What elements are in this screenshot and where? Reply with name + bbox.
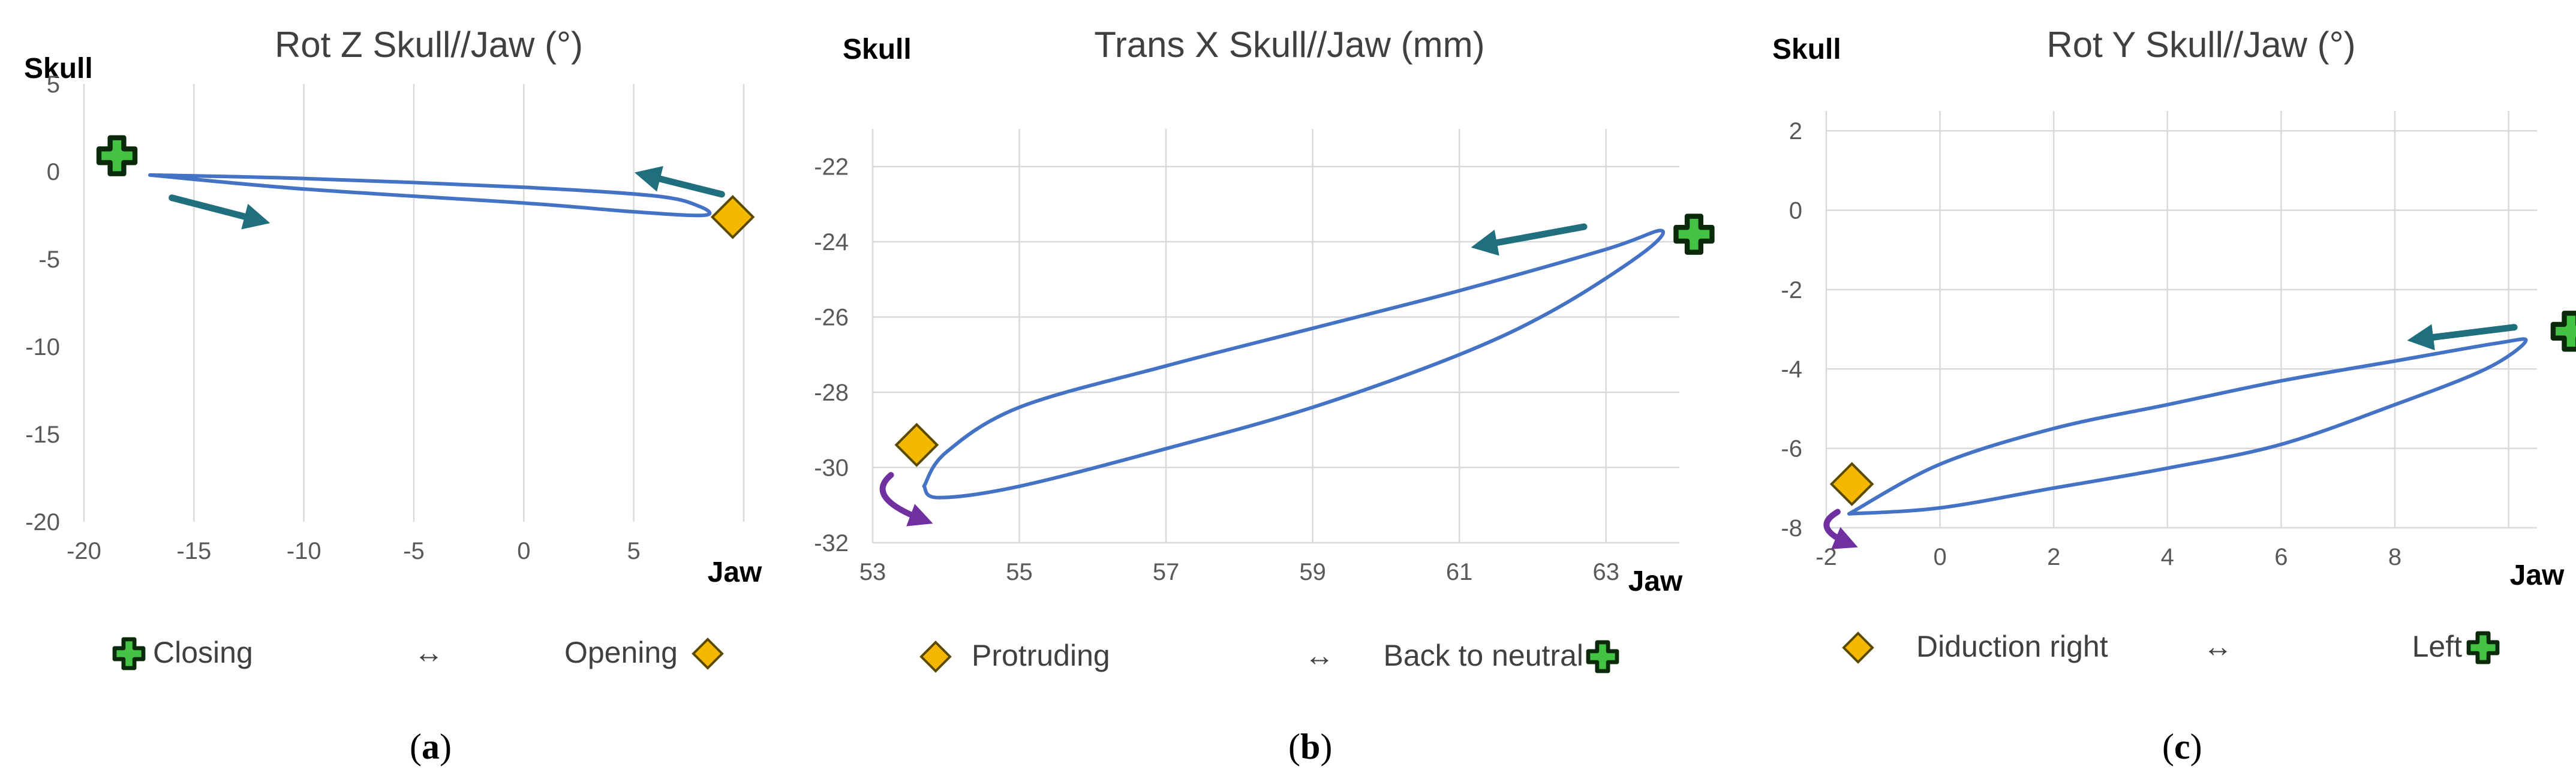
x-tick-label: -10	[287, 538, 321, 564]
gridlines	[871, 129, 1679, 544]
x-tick-label: 53	[859, 559, 886, 585]
legend-label-right: Left	[2412, 630, 2463, 663]
x-tick-label: 63	[1592, 559, 1619, 585]
legend-marker-left	[919, 640, 952, 673]
direction-arrow	[169, 194, 270, 230]
y-tick-label: 0	[1789, 197, 1802, 224]
y-axis-label: Skull	[1772, 34, 1841, 65]
legend-marker-right	[2466, 631, 2500, 664]
legend-arrow-symbol: ↔	[1304, 639, 1334, 672]
opening-diamond-marker	[894, 423, 939, 467]
x-tick-label: 61	[1446, 559, 1473, 585]
closing-cross-marker	[96, 135, 138, 176]
x-tick-label: -20	[67, 538, 101, 564]
chart-title: Trans X Skull//Jaw (mm)	[1094, 25, 1484, 65]
curved-direction-arrow	[879, 472, 933, 527]
direction-arrow	[634, 166, 725, 198]
data-curve-0	[922, 228, 1666, 500]
y-tick-label: -28	[814, 380, 849, 406]
x-tick-label: 0	[1933, 544, 1946, 570]
y-axis-label: Skull	[843, 34, 912, 65]
gridlines	[83, 84, 745, 522]
y-tick-label: -6	[1781, 436, 1802, 462]
y-tick-label: -32	[814, 530, 849, 557]
chart-title: Rot Z Skull//Jaw (°)	[275, 25, 583, 65]
x-tick-label: 59	[1299, 559, 1326, 585]
chart-title: Rot Y Skull//Jaw (°)	[2046, 25, 2355, 65]
chart-panel-b: Trans X Skull//Jaw (mm) Skull Jaw 53 55 57 59 6…	[814, 25, 1715, 766]
closing-cross-marker	[2550, 311, 2576, 352]
legend-label-right: Back to neutral	[1383, 639, 1583, 672]
x-axis-label: Jaw	[708, 557, 762, 588]
legend-marker-left	[1842, 631, 1874, 664]
opening-diamond-marker	[1829, 462, 1874, 507]
legend-arrow-symbol: ↔	[414, 636, 444, 669]
y-tick-label: -30	[814, 455, 849, 482]
x-tick-label: 5	[627, 538, 641, 564]
x-tick-label: 4	[2161, 544, 2174, 570]
direction-arrow	[1471, 223, 1588, 256]
chart-panel-a: Rot Z Skull//Jaw (°) Skull Jaw -20 -15 -10 -5 0…	[24, 25, 762, 766]
data-curve-0	[1847, 337, 2528, 516]
legend-label-left: Protruding	[972, 639, 1110, 672]
y-tick-label: -4	[1781, 356, 1802, 383]
y-tick-label: -2	[1781, 277, 1802, 303]
x-axis-label: Jaw	[2510, 560, 2565, 591]
legend: Closing ↔ Opening	[112, 636, 724, 670]
legend: Diduction right ↔ Left	[1842, 630, 2500, 664]
y-tick-label: -26	[814, 305, 849, 331]
y-tick-label: 2	[1789, 118, 1802, 145]
y-axis-label: Skull	[24, 53, 93, 85]
x-tick-label: -15	[176, 538, 211, 564]
legend-arrow-symbol: ↔	[2203, 630, 2233, 663]
curved-direction-arrow	[1823, 509, 1858, 549]
x-axis-label: Jaw	[1628, 566, 1683, 597]
gridlines	[1825, 111, 2537, 529]
y-tick-label: 5	[47, 71, 60, 98]
y-tick-label: -20	[25, 509, 60, 536]
legend-marker-left	[112, 637, 146, 670]
x-tick-label: 0	[517, 538, 530, 564]
data-curve-0	[148, 173, 712, 218]
legend: Protruding ↔ Back to neutral	[919, 639, 1619, 673]
y-tick-label: -10	[25, 334, 60, 360]
x-tick-label: 55	[1006, 559, 1033, 585]
panel-label: (b)	[1288, 727, 1332, 766]
x-tick-label: 6	[2274, 544, 2288, 570]
y-tick-label: -5	[38, 246, 60, 273]
legend-marker-right	[692, 637, 724, 670]
y-tick-label: -15	[25, 422, 60, 448]
panel-label: (a)	[410, 727, 452, 766]
direction-arrow	[2407, 324, 2518, 351]
x-tick-label: 2	[2047, 544, 2060, 570]
y-tick-label: -22	[814, 154, 849, 181]
opening-diamond-marker	[710, 195, 755, 239]
legend-marker-right	[1586, 640, 1619, 673]
y-tick-label: -8	[1781, 515, 1802, 542]
x-tick-label: -2	[1815, 544, 1837, 570]
y-tick-label: -24	[814, 229, 849, 255]
legend-label-right: Opening	[564, 636, 678, 669]
y-tick-label: 0	[47, 159, 60, 185]
x-tick-label: -5	[403, 538, 425, 564]
closing-cross-marker	[1673, 213, 1715, 255]
x-tick-label: 8	[2388, 544, 2401, 570]
legend-label-left: Closing	[153, 636, 253, 669]
legend-label-left: Diduction right	[1916, 630, 2108, 663]
x-tick-label: 57	[1153, 559, 1180, 585]
panel-label: (c)	[2162, 727, 2202, 766]
